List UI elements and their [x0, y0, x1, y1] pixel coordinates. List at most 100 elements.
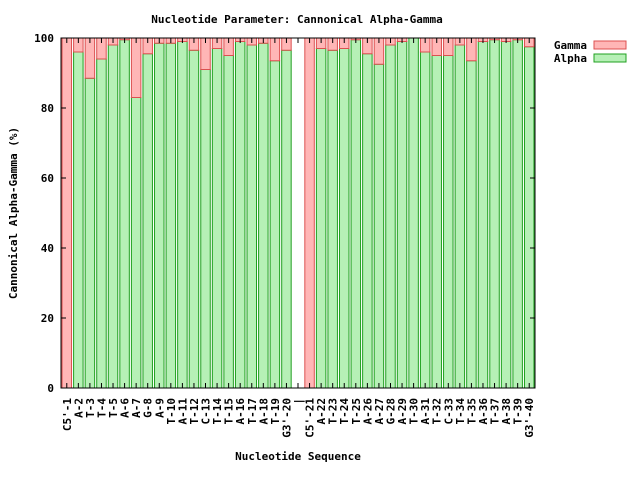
bar-alpha-29 — [396, 41, 408, 389]
bar-alpha-12 — [200, 69, 211, 389]
legend-label-alpha: Alpha — [554, 52, 587, 65]
bar-alpha-16 — [246, 44, 257, 389]
bar-alpha-27 — [373, 63, 385, 389]
bar-alpha-1 — [73, 51, 84, 389]
x-tick-label-11: T-12 — [188, 398, 201, 425]
x-tick-label-33: C-33 — [442, 398, 455, 425]
bar-alpha-19 — [281, 49, 292, 389]
bar-gamma-21 — [304, 37, 315, 389]
bar-alpha-25 — [350, 39, 362, 389]
x-tick-label-37: T-37 — [489, 398, 502, 425]
y-axis-label: Cannonical Alpha-Gamma (%) — [7, 127, 20, 299]
bar-alpha-26 — [362, 53, 373, 389]
x-tick-label-4: T-5 — [107, 398, 120, 418]
bar-alpha-40 — [523, 46, 535, 389]
bar-alpha-35 — [466, 60, 477, 389]
bar-alpha-9 — [165, 42, 177, 389]
x-tick-label-2: T-3 — [84, 398, 97, 418]
x-tick-label-13: T-14 — [211, 398, 224, 425]
bar-alpha-2 — [84, 77, 96, 389]
bar-alpha-22 — [315, 48, 327, 389]
y-tick-label-1: 20 — [41, 312, 54, 325]
x-tick-label-5: A-6 — [119, 398, 132, 418]
bar-alpha-7 — [142, 53, 153, 389]
x-tick-label-38: A-38 — [500, 398, 513, 425]
x-tick-label-18: T-19 — [269, 398, 282, 425]
x-tick-label-32: T-32 — [431, 398, 444, 425]
bar-alpha-5 — [119, 39, 130, 389]
bar-alpha-3 — [96, 58, 107, 389]
x-tick-label-34: T-34 — [454, 398, 467, 425]
x-tick-label-31: A-31 — [419, 398, 432, 425]
x-tick-label-29: A-29 — [396, 398, 409, 425]
bar-alpha-30 — [408, 37, 419, 389]
bar-alpha-17 — [258, 42, 269, 389]
x-tick-label-27: A-27 — [373, 398, 386, 425]
bar-alpha-10 — [177, 41, 188, 389]
bar-alpha-31 — [419, 51, 431, 389]
y-tick-label-0: 0 — [47, 382, 54, 395]
x-tick-label-16: T-17 — [246, 398, 259, 425]
x-tick-label-9: T-10 — [165, 398, 178, 425]
bar-alpha-24 — [339, 48, 350, 389]
legend-swatch-gamma — [593, 40, 627, 50]
x-tick-label-24: T-24 — [338, 398, 351, 425]
bar-alpha-18 — [269, 60, 281, 389]
x-tick-label-20: | — [292, 398, 305, 405]
legend-label-gamma: Gamma — [554, 39, 587, 52]
x-tick-label-36: A-36 — [477, 398, 490, 425]
x-tick-label-0: C5'-1 — [61, 398, 74, 431]
x-tick-label-39: T-39 — [512, 398, 525, 425]
x-axis: C5'-1A-2T-3T-4T-5A-6A-7G-8A-9T-10A-11T-1… — [61, 38, 536, 438]
y-tick-label-5: 100 — [34, 32, 54, 45]
x-tick-label-6: A-7 — [130, 398, 143, 418]
y-axis: 0 20 40 60 80 100 — [34, 32, 535, 395]
bar-alpha-15 — [234, 41, 246, 389]
x-tick-label-21: C5'-21 — [304, 398, 317, 438]
x-axis-label: Nucleotide Sequence — [235, 450, 361, 463]
bar-alpha-23 — [327, 49, 338, 389]
bar-alpha-4 — [107, 44, 119, 389]
x-tick-label-25: T-25 — [350, 398, 363, 425]
x-tick-label-12: C-13 — [200, 398, 213, 425]
legend-swatch-alpha — [593, 53, 627, 63]
chart-title: Nucleotide Parameter: Cannonical Alpha-G… — [151, 13, 442, 26]
x-tick-label-15: A-16 — [234, 398, 247, 425]
bar-alpha-36 — [477, 41, 489, 389]
bar-alpha-39 — [512, 39, 523, 389]
y-tick-label-2: 40 — [41, 242, 54, 255]
bar-alpha-32 — [431, 55, 442, 389]
bar-alpha-28 — [385, 44, 396, 389]
x-tick-label-14: T-15 — [223, 398, 236, 425]
x-tick-label-35: T-35 — [465, 398, 478, 425]
x-tick-label-22: A-22 — [315, 398, 328, 425]
x-tick-label-8: A-9 — [153, 398, 166, 418]
bar-gamma-2 — [84, 37, 96, 79]
x-tick-label-7: G-8 — [142, 398, 155, 418]
bar-alpha-11 — [188, 49, 200, 389]
y-tick-label-3: 60 — [41, 172, 54, 185]
x-tick-label-10: A-11 — [176, 398, 189, 425]
x-tick-label-26: A-26 — [361, 398, 374, 425]
y-tick-label-4: 80 — [41, 102, 54, 115]
x-tick-label-19: G3'-20 — [280, 398, 293, 438]
bar-gamma-6 — [130, 37, 142, 98]
bar-alpha-6 — [130, 97, 142, 389]
x-tick-label-28: G-28 — [384, 398, 397, 425]
x-tick-label-40: G3'-40 — [523, 398, 536, 438]
bar-alpha-38 — [500, 41, 512, 389]
x-tick-label-1: A-2 — [72, 398, 85, 418]
bar-alpha-33 — [443, 55, 454, 389]
x-tick-label-3: T-4 — [95, 398, 108, 418]
bar-gamma-0 — [61, 37, 73, 389]
bar-alpha-14 — [223, 55, 234, 389]
bar-alpha-8 — [154, 42, 165, 389]
x-tick-label-30: T-30 — [408, 398, 421, 425]
bar-alpha-34 — [454, 44, 466, 389]
x-tick-label-17: A-18 — [257, 398, 270, 425]
bar-alpha-37 — [489, 39, 500, 389]
x-tick-label-23: T-23 — [327, 398, 340, 425]
bar-alpha-13 — [211, 48, 223, 389]
